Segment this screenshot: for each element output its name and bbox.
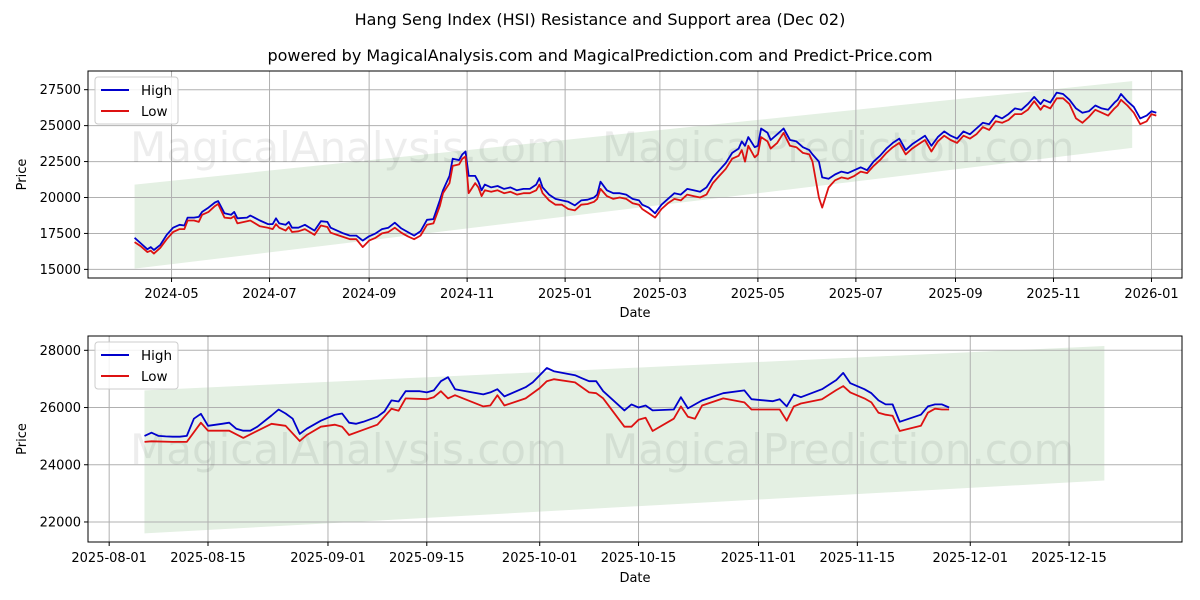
y-tick-label: 17500 bbox=[40, 227, 81, 242]
y-tick-label: 25000 bbox=[40, 119, 81, 134]
legend-box bbox=[94, 76, 179, 125]
series-line-high bbox=[144, 367, 950, 438]
x-tick-label: 2025-10-15 bbox=[601, 551, 677, 566]
x-tick-label: 2025-03 bbox=[633, 287, 687, 302]
legend-label-low: Low bbox=[141, 369, 168, 385]
x-tick-label: 2025-09-01 bbox=[290, 551, 366, 566]
legend-label-high: High bbox=[141, 348, 172, 364]
x-tick-label: 2024-07 bbox=[242, 287, 296, 302]
y-tick-label: 27500 bbox=[40, 83, 81, 98]
x-tick-label: 2024-11 bbox=[440, 287, 494, 302]
y-tick-label: 24000 bbox=[40, 458, 81, 473]
axes-frame bbox=[87, 70, 1183, 279]
x-tick-label: 2026-01 bbox=[1124, 287, 1178, 302]
x-axis-label: Date bbox=[619, 571, 650, 586]
x-tick-label: 2025-11-15 bbox=[820, 551, 896, 566]
chart-subtitle: powered by MagicalAnalysis.com and Magic… bbox=[267, 46, 933, 65]
x-tick-label: 2025-11-01 bbox=[721, 551, 797, 566]
series-line-high bbox=[134, 91, 1157, 251]
legend-label-low: Low bbox=[141, 104, 168, 120]
resistance-support-band bbox=[134, 81, 1133, 269]
legend: High Low bbox=[94, 341, 179, 390]
x-tick-label: 2025-10-01 bbox=[502, 551, 578, 566]
x-tick-label: 2024-09 bbox=[342, 287, 396, 302]
legend: High Low bbox=[94, 76, 179, 125]
chart-title: Hang Seng Index (HSI) Resistance and Sup… bbox=[354, 10, 846, 29]
x-tick-label: 2025-08-15 bbox=[170, 551, 246, 566]
x-tick-label: 2025-11 bbox=[1026, 287, 1080, 302]
series-line-low bbox=[144, 378, 950, 443]
x-tick-label: 2025-12-01 bbox=[932, 551, 1008, 566]
series-line-low bbox=[134, 97, 1157, 255]
x-tick-label: 2025-09 bbox=[928, 287, 982, 302]
x-axis-label: Date bbox=[619, 306, 650, 321]
y-tick-label: 15000 bbox=[40, 263, 81, 278]
x-tick-label: 2025-09-15 bbox=[389, 551, 465, 566]
legend-label-high: High bbox=[141, 83, 172, 99]
resistance-support-band bbox=[144, 346, 1105, 534]
y-tick-label: 20000 bbox=[40, 191, 81, 206]
y-axis-label: Price bbox=[15, 423, 30, 455]
y-tick-label: 28000 bbox=[40, 344, 81, 359]
legend-box bbox=[94, 341, 179, 390]
watermark-text: MagicalPrediction.com bbox=[602, 123, 1075, 172]
x-tick-label: 2025-01 bbox=[538, 287, 592, 302]
top-chart-full-history: MagicalAnalysis.com MagicalPrediction.com… bbox=[15, 70, 1183, 321]
watermark-text: MagicalPrediction.com bbox=[602, 425, 1075, 474]
watermark-text: MagicalAnalysis.com bbox=[130, 123, 567, 172]
x-tick-label: 2025-05 bbox=[731, 287, 785, 302]
axes-frame bbox=[87, 335, 1183, 543]
y-tick-label: 22000 bbox=[40, 515, 81, 530]
y-tick-label: 26000 bbox=[40, 401, 81, 416]
x-tick-label: 2025-08-01 bbox=[71, 551, 147, 566]
y-tick-label: 22500 bbox=[40, 155, 81, 170]
x-tick-label: 2025-12-15 bbox=[1031, 551, 1107, 566]
bottom-chart-recent: MagicalAnalysis.com MagicalPrediction.com… bbox=[15, 335, 1183, 586]
watermark-text: MagicalAnalysis.com bbox=[130, 425, 567, 474]
y-axis-label: Price bbox=[15, 159, 30, 191]
x-tick-label: 2024-05 bbox=[144, 287, 198, 302]
x-tick-label: 2025-07 bbox=[829, 287, 883, 302]
